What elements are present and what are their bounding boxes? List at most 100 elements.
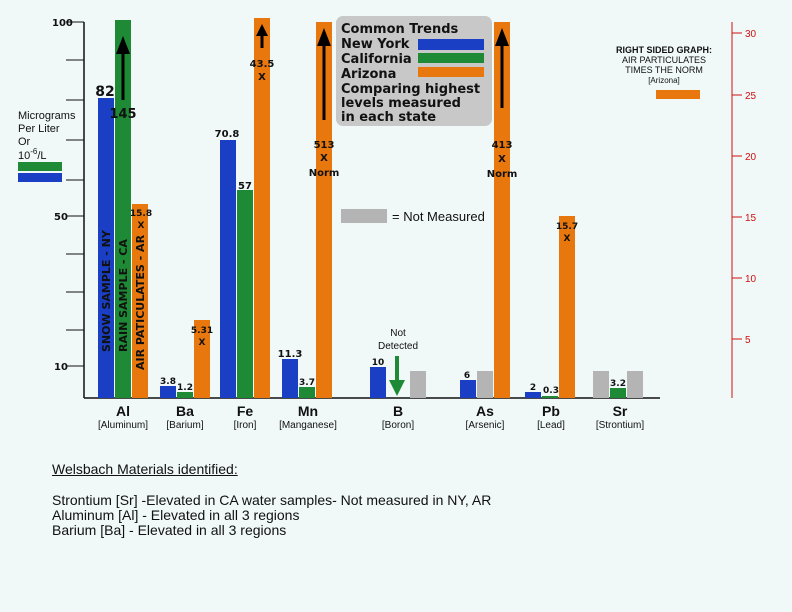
arrow-up-icon	[495, 28, 509, 108]
legend-ca-swatch	[418, 53, 484, 63]
label-al-az-x: X	[138, 221, 145, 231]
vertical-label-ny: SNOW SAMPLE - NY	[100, 229, 113, 352]
label-al-ca: 145	[109, 107, 136, 122]
bar-b-ny	[370, 367, 386, 398]
label-fe-az: 43.5	[250, 59, 275, 70]
bar-fe-ca	[237, 190, 253, 398]
category-al: Al	[116, 403, 130, 419]
label-mn-az-norm: Norm	[309, 168, 340, 179]
category-b: B	[393, 403, 403, 419]
not-measured-key: = Not Measured	[341, 209, 485, 224]
label-fe-ca: 57	[238, 181, 252, 192]
not-measured-label: = Not Measured	[392, 209, 485, 224]
label-sr-ca: 3.2	[610, 379, 626, 389]
label-b-detected: Detected	[378, 341, 418, 352]
label-pb-az-x: X	[564, 234, 571, 244]
left-tick-10: 10	[54, 362, 68, 373]
arrow-up-icon	[256, 24, 268, 48]
bar-al-az	[132, 204, 148, 398]
legend-az-swatch	[418, 67, 484, 77]
category-mn: Mn	[298, 403, 318, 419]
bar-sr-ca	[610, 388, 626, 398]
category-as-name: [Arsenic]	[466, 420, 505, 431]
category-as: As	[476, 403, 494, 419]
left-label-unit: 10-6/L	[18, 147, 47, 162]
label-as-az-norm: Norm	[487, 169, 518, 180]
bar-fe-az	[254, 18, 270, 398]
label-b-ny: 10	[372, 358, 385, 368]
right-tick-15: 15	[745, 213, 757, 224]
overflow-arrows	[116, 24, 509, 396]
label-al-ny: 82	[95, 84, 114, 100]
arrow-up-icon	[317, 28, 331, 120]
label-as-az-x: X	[498, 154, 506, 165]
category-al-name: [Aluminum]	[98, 420, 148, 431]
legend-az-label: Arizona	[341, 67, 396, 82]
bar-mn-az	[316, 22, 332, 398]
bar-as-ca-not-measured	[477, 371, 493, 398]
left-label-line-3: Or	[18, 136, 31, 148]
bar-mn-ca	[299, 387, 315, 398]
legend-note-3: in each state	[341, 110, 436, 125]
bar-pb-ny	[525, 392, 541, 398]
notes-heading: Welsbach Materials identified:	[52, 461, 238, 477]
vertical-series-labels: SNOW SAMPLE - NY RAIN SAMPLE - CA AIR PA…	[100, 229, 147, 370]
not-measured-swatch	[341, 209, 387, 223]
bar-al-ca	[115, 20, 131, 398]
right-label-line-1: RIGHT SIDED GRAPH:	[616, 45, 712, 55]
bar-mn-ny	[282, 359, 298, 398]
label-al-az: 15.8	[130, 209, 152, 219]
label-fe-az-x: X	[258, 72, 266, 83]
label-mn-ny: 11.3	[278, 349, 303, 360]
left-label-line-1: Micrograms	[18, 110, 76, 122]
category-ba-name: [Barium]	[166, 420, 203, 431]
category-pb-name: [Lead]	[537, 420, 565, 431]
bar-as-az	[494, 22, 510, 398]
left-tick-100: 100	[52, 18, 73, 29]
category-pb: Pb	[542, 403, 560, 419]
bar-value-labels: 82 145 15.8 X 3.8 1.2 5.31 X 70.8 57 43.…	[95, 59, 626, 396]
bar-ba-ny	[160, 386, 176, 398]
bar-as-ny	[460, 380, 476, 398]
label-b-not: Not	[390, 328, 406, 339]
label-pb-ny: 2	[530, 383, 536, 393]
label-ba-ca: 1.2	[177, 383, 193, 393]
left-tick-50: 50	[54, 212, 68, 223]
right-tick-10: 10	[745, 274, 757, 285]
bar-sr-ny-not-measured	[593, 371, 609, 398]
right-axis-label: RIGHT SIDED GRAPH: AIR PARTICULATES TIME…	[616, 45, 712, 99]
vertical-label-ca: RAIN SAMPLE - CA	[117, 239, 130, 352]
label-ba-az: 5.31	[191, 326, 213, 336]
right-tick-30: 30	[745, 29, 757, 40]
category-fe: Fe	[237, 403, 254, 419]
bar-ba-az	[194, 320, 210, 398]
notes-line: Barium [Ba] - Elevated in all 3 regions	[52, 522, 287, 538]
right-label-line-3: TIMES THE NORM	[625, 65, 703, 75]
bar-fe-ny	[220, 140, 236, 398]
right-swatch-az	[656, 90, 700, 99]
left-axis: 100 50 10	[52, 18, 85, 398]
legend-ny-label: New York	[341, 37, 410, 52]
bar-sr-az-not-measured	[627, 371, 643, 398]
category-ba: Ba	[176, 403, 194, 419]
bar-al-ny	[98, 98, 114, 398]
label-mn-az-x: X	[320, 153, 328, 164]
legend-title: Common Trends	[341, 22, 459, 37]
notes-line: Strontium [Sr] -Elevated in CA water sam…	[52, 492, 492, 508]
right-label-line-2: AIR PARTICULATES	[622, 55, 706, 65]
right-tick-20: 20	[745, 152, 757, 163]
label-as-ny: 6	[464, 371, 470, 381]
left-axis-label: Micrograms Per Liter Or 10-6/L	[18, 110, 76, 182]
bar-pb-az	[559, 216, 575, 398]
notes-line: Aluminum [Al] - Elevated in all 3 region…	[52, 507, 300, 523]
bars	[98, 18, 643, 398]
category-labels: Al [Aluminum] Ba [Barium] Fe [Iron] Mn […	[98, 403, 644, 431]
label-pb-az: 15.7	[556, 222, 578, 232]
label-pb-ca: 0.3	[543, 386, 559, 396]
right-tick-5: 5	[745, 335, 751, 346]
label-ba-ny: 3.8	[160, 377, 176, 387]
bar-pb-ca	[542, 396, 558, 398]
legend: Common Trends New York California Arizon…	[336, 16, 492, 126]
category-fe-name: [Iron]	[234, 420, 257, 431]
